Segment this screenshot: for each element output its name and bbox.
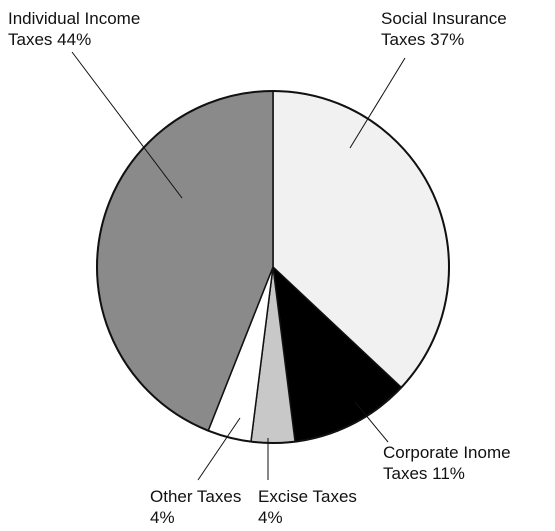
leader-line <box>197 417 241 481</box>
slice-label: Corporate Inome Taxes 11% <box>383 443 511 483</box>
slice-label: Excise Taxes 4% <box>258 487 357 527</box>
pie-outline <box>96 90 450 444</box>
leader-lines <box>71 51 406 481</box>
leader-line <box>71 51 183 199</box>
slice-label: Other Taxes 4% <box>150 487 242 527</box>
slice-label: Individual Income Taxes 44% <box>8 9 141 49</box>
leader-line <box>354 401 389 443</box>
slices <box>96 90 450 444</box>
slice-label: Social Insurance Taxes 37% <box>381 9 507 49</box>
leader-line <box>349 57 406 149</box>
